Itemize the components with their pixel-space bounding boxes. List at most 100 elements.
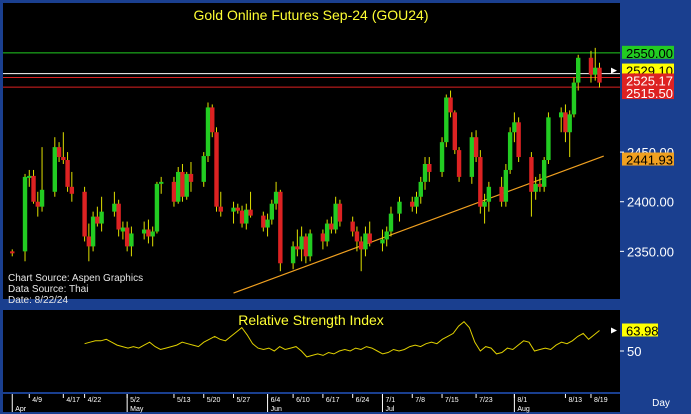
candle-2024-07-18 <box>452 110 458 155</box>
candle-2024-04-15 <box>52 137 58 197</box>
rsi-last-value: 63.98 <box>626 324 659 339</box>
candle-body <box>567 114 572 133</box>
candle-body <box>278 191 283 264</box>
candle-2024-04-26 <box>99 196 104 232</box>
candle-2024-07-05 <box>397 196 402 222</box>
candle-body <box>120 227 126 232</box>
candle-body <box>507 132 513 170</box>
candle-2024-07-08 <box>410 196 415 212</box>
candle-body <box>56 147 62 158</box>
candle-2024-05-03 <box>129 226 134 257</box>
candle-body <box>541 160 547 187</box>
date-note: Date: 8/22/24 <box>8 295 68 306</box>
x-tick-label: 5/27 <box>237 397 251 404</box>
candle-2024-07-01 <box>380 229 385 252</box>
candle-2024-08-01 <box>512 112 517 143</box>
x-tick-label: 4/22 <box>88 397 102 404</box>
candle-2024-07-15 <box>439 137 445 177</box>
candle-body <box>329 223 334 230</box>
candle-body <box>210 107 215 133</box>
rsi-line <box>84 321 600 358</box>
candle-body <box>499 186 504 202</box>
candle-2024-07-16 <box>444 94 449 148</box>
y-tick-label: 2400.00 <box>627 195 674 210</box>
candle-2024-05-07 <box>146 219 151 244</box>
candle-2024-07-10 <box>418 176 423 204</box>
x-tick-label: 7/23 <box>479 397 493 404</box>
candle-body <box>158 181 164 184</box>
candle-body <box>439 142 445 172</box>
chart-source-note: Chart Source: Aspen Graphics <box>8 273 143 284</box>
candle-body <box>448 97 453 113</box>
month-label: May <box>130 406 144 413</box>
candle-2024-08-05 <box>529 152 534 217</box>
level-label-red-2: 2515.50 <box>626 86 673 101</box>
candle-body <box>31 175 36 202</box>
x-tick-label: 6/24 <box>356 397 370 404</box>
candle-2024-08-06 <box>533 176 538 200</box>
candle-body <box>380 239 385 244</box>
x-tick-label: 6/17 <box>326 397 340 404</box>
candle-2024-04-08 <box>22 173 28 262</box>
candle-body <box>337 203 343 222</box>
candle-body <box>261 215 266 228</box>
candle-body <box>299 236 304 250</box>
candle-2024-04-16 <box>56 142 62 163</box>
candle-2024-06-21 <box>337 199 343 227</box>
candle-2024-06-11 <box>295 229 300 257</box>
candle-2024-05-23 <box>214 127 219 212</box>
candle-2024-05-09 <box>154 181 160 234</box>
candle-2024-04-29 <box>112 191 117 217</box>
candle-2024-04-05 <box>10 249 15 257</box>
trendline-value-label: 2441.93 <box>626 153 673 168</box>
candle-body <box>388 213 394 232</box>
x-tick-label: 7/8 <box>415 397 425 404</box>
candle-body <box>333 203 338 230</box>
data-source-note: Data Source: Thai <box>8 284 88 295</box>
level-label-green-bg <box>622 45 674 59</box>
candle-body <box>384 231 389 240</box>
candle-2024-06-20 <box>333 196 338 234</box>
candle-2024-07-19 <box>456 147 462 182</box>
candle-2024-05-30 <box>244 203 249 230</box>
trendline-label-bg <box>622 152 674 166</box>
candle-2024-05-27 <box>231 201 236 224</box>
x-tick-label: 8/13 <box>568 397 582 404</box>
candle-2024-04-11 <box>35 191 40 217</box>
candle-2024-05-02 <box>124 221 130 252</box>
candle-2024-07-17 <box>448 90 453 118</box>
candle-body <box>184 173 189 197</box>
candle-2024-06-03 <box>261 211 266 232</box>
candle-body <box>307 233 313 257</box>
candle-body <box>444 97 449 143</box>
candle-body <box>141 229 147 234</box>
candle-body <box>350 221 355 232</box>
candle-body <box>180 171 185 197</box>
candle-2024-06-28 <box>367 221 372 247</box>
candle-body <box>239 210 245 224</box>
x-axis-unit-label: Day <box>652 398 670 409</box>
level-label-green: 2550.00 <box>626 46 673 61</box>
x-tick-label: 8/1 <box>517 397 527 404</box>
candle-2024-07-22 <box>469 132 475 184</box>
month-label: Jun <box>271 406 282 413</box>
candle-2024-06-18 <box>324 219 330 247</box>
candle-body <box>363 233 368 250</box>
candle-2024-05-24 <box>218 191 223 217</box>
candle-2024-05-10 <box>158 176 164 194</box>
candle-2024-04-18 <box>65 152 70 192</box>
candle-2024-08-09 <box>546 112 551 164</box>
candle-2024-04-24 <box>90 211 96 252</box>
candle-body <box>418 181 423 197</box>
candle-body <box>367 233 372 244</box>
candle-body <box>478 157 483 207</box>
candle-body <box>95 216 100 224</box>
candle-2024-05-14 <box>176 166 181 204</box>
candle-body <box>512 122 517 133</box>
candle-body <box>214 132 219 207</box>
x-tick-label: 7/15 <box>445 397 459 404</box>
candle-body <box>358 241 364 250</box>
x-tick-label: 4/9 <box>32 397 42 404</box>
x-tick-label: 6/10 <box>296 397 310 404</box>
